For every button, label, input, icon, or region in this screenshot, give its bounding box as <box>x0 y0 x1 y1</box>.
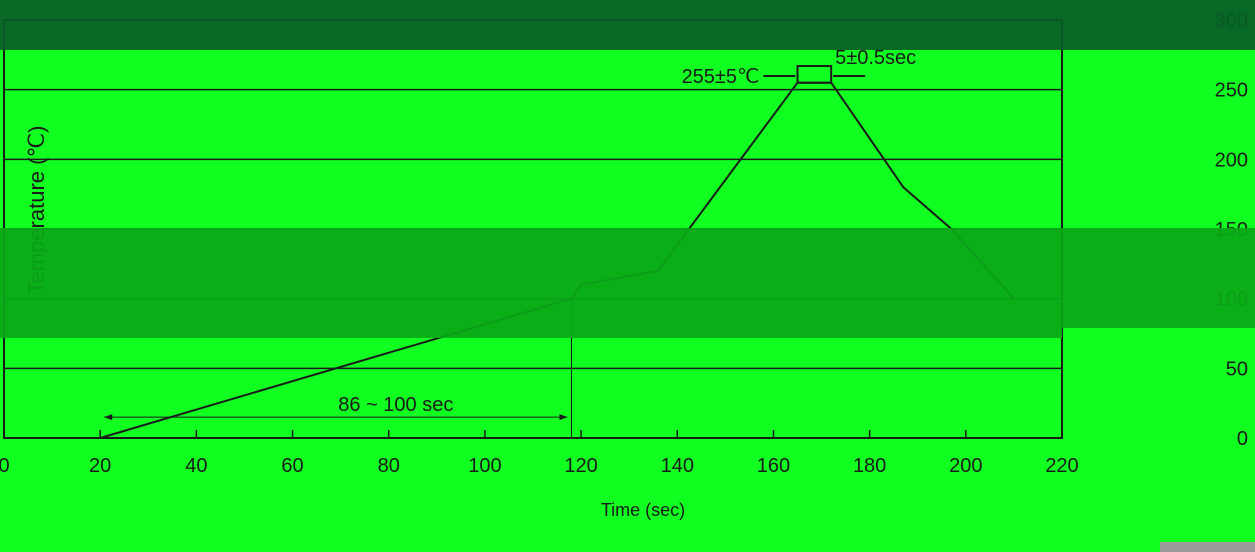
x-tick-label-1: 20 <box>89 455 111 477</box>
annotation-marks <box>104 65 866 438</box>
peak-time-annotation: 5±0.5sec <box>835 47 916 69</box>
x-tick-label-7: 140 <box>661 455 694 477</box>
arrowhead-left <box>104 414 113 421</box>
peak-temp-annotation: 255±5℃ <box>682 66 760 88</box>
x-tick-label-9: 180 <box>853 455 886 477</box>
x-tick-label-11: 220 <box>1045 455 1078 477</box>
y-tick-label-3: 150 <box>1215 219 1248 241</box>
x-tick-label-4: 80 <box>378 455 400 477</box>
y-axis: 0 50 100 150 200 250 300 <box>1215 10 1248 450</box>
x-axis: 0 20 40 60 80 100 120 140 160 180 200 220 <box>0 430 1079 477</box>
y-axis-label: Temperature (℃) <box>24 126 49 295</box>
x-tick-label-2: 40 <box>185 455 207 477</box>
y-tick-label-2: 100 <box>1215 289 1248 311</box>
x-tick-label-6: 120 <box>564 455 597 477</box>
x-tick-label-5: 100 <box>468 455 501 477</box>
x-tick-label-3: 60 <box>281 455 303 477</box>
peak-dwell-box <box>796 65 833 84</box>
y-tick-label-1: 50 <box>1226 358 1248 380</box>
y-tick-label-5: 250 <box>1215 80 1248 102</box>
x-tick-label-0: 0 <box>0 455 10 477</box>
series-line <box>4 81 1015 439</box>
x-axis-label: Time (sec) <box>601 500 685 520</box>
preheat-time-annotation: 86 ~ 100 sec <box>338 394 453 416</box>
y-tick-label-4: 200 <box>1215 149 1248 171</box>
y-tick-label-6: 300 <box>1215 10 1248 32</box>
arrowhead-right <box>559 414 568 421</box>
x-tick-label-8: 160 <box>757 455 790 477</box>
grid-lines <box>4 19 1062 439</box>
y-tick-label-0: 0 <box>1237 428 1248 450</box>
x-tick-label-10: 200 <box>949 455 982 477</box>
